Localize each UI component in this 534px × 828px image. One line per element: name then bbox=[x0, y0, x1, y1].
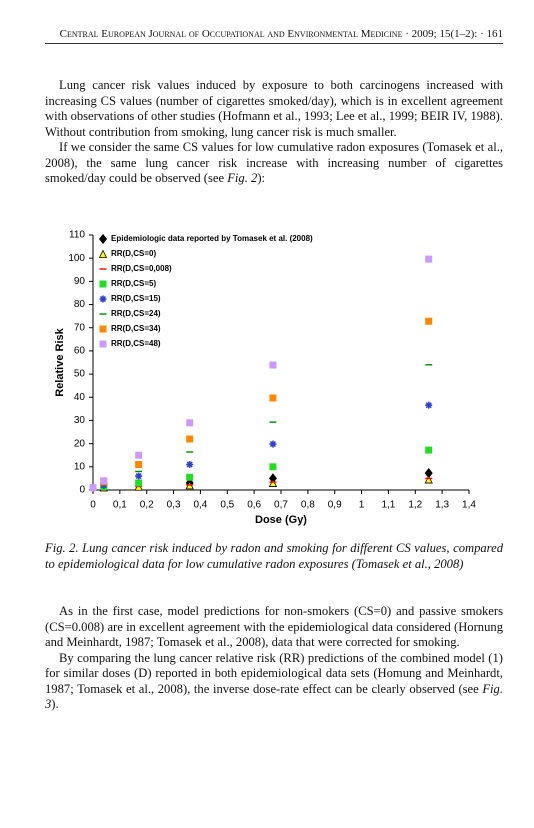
data-point bbox=[135, 479, 143, 487]
paragraph: Lung cancer risk values induced by expos… bbox=[45, 78, 503, 140]
data-point bbox=[425, 401, 433, 409]
data-point bbox=[425, 446, 433, 454]
data-point bbox=[89, 484, 97, 492]
data-point bbox=[268, 478, 278, 487]
legend-symbol bbox=[99, 295, 107, 303]
legend-label: Epidemiologic data reported by Tomasek e… bbox=[111, 234, 313, 243]
y-tick-label: 80 bbox=[74, 299, 86, 310]
data-point bbox=[269, 463, 277, 471]
body-text: Lung cancer risk values induced by expos… bbox=[45, 78, 503, 187]
y-tick-label: 40 bbox=[74, 392, 86, 403]
data-point bbox=[135, 470, 143, 473]
legend-label: RR(D,CS=24) bbox=[111, 309, 161, 318]
x-tick-label: 1,1 bbox=[381, 500, 395, 511]
y-axis-label: Relative Risk bbox=[54, 327, 66, 396]
data-point bbox=[186, 419, 194, 427]
y-tick-label: 90 bbox=[74, 276, 86, 287]
text-run: If we consider the same CS values for lo… bbox=[45, 140, 503, 185]
x-tick-label: 0,4 bbox=[193, 500, 207, 511]
y-tick-label: 110 bbox=[69, 230, 85, 241]
legend-label: RR(D,CS=48) bbox=[111, 339, 161, 348]
legend-symbol bbox=[99, 280, 107, 288]
paragraph: As in the first case, model predictions … bbox=[45, 604, 503, 651]
text-run: As in the first case, model predictions … bbox=[45, 604, 503, 649]
y-tick-label: 30 bbox=[74, 415, 86, 426]
x-tick-label: 1,3 bbox=[435, 500, 449, 511]
body-text: As in the first case, model predictions … bbox=[45, 604, 503, 713]
y-tick-label: 10 bbox=[74, 461, 86, 472]
data-point bbox=[186, 451, 194, 453]
data-point bbox=[424, 475, 433, 484]
legend-label: RR(D,CS=0,008) bbox=[111, 264, 172, 273]
y-tick-label: 50 bbox=[74, 369, 86, 380]
legend-label: RR(D,CS=5) bbox=[111, 279, 156, 288]
y-tick-label: 60 bbox=[74, 346, 86, 357]
legend-symbol bbox=[98, 233, 108, 245]
text-run: ). bbox=[51, 697, 59, 711]
data-point bbox=[135, 472, 143, 480]
y-tick-label: 20 bbox=[74, 438, 86, 449]
legend-label: RR(D,CS=34) bbox=[111, 324, 161, 333]
x-tick-label: 1 bbox=[359, 500, 365, 511]
legend-symbol bbox=[99, 268, 107, 270]
text-run: ): bbox=[257, 171, 266, 185]
x-tick-label: 0 bbox=[90, 500, 96, 511]
legend-symbol bbox=[99, 313, 107, 315]
figure-caption: Fig. 2. Lung cancer risk induced by rado… bbox=[45, 541, 503, 571]
x-tick-label: 1,4 bbox=[462, 500, 476, 511]
x-tick-label: 0,3 bbox=[167, 500, 181, 511]
data-point bbox=[425, 317, 433, 325]
legend-label: RR(D,CS=0) bbox=[111, 249, 156, 258]
data-point bbox=[269, 361, 277, 369]
data-point bbox=[269, 481, 277, 483]
data-point bbox=[269, 394, 277, 402]
x-tick-label: 0,9 bbox=[328, 500, 342, 511]
y-tick-label: 0 bbox=[79, 485, 85, 496]
data-point bbox=[100, 477, 108, 485]
x-tick-label: 0,6 bbox=[247, 500, 261, 511]
legend-symbol bbox=[98, 249, 108, 258]
x-tick-label: 0,2 bbox=[140, 500, 154, 511]
paragraph: If we consider the same CS values for lo… bbox=[45, 140, 503, 187]
chart: 0 10 20 30 40 50 60 70 80 90 100 110 0 0,1 0,2 0,3 0,4 0,… bbox=[54, 230, 476, 526]
x-axis-label: Dose (Gy) bbox=[255, 514, 307, 526]
data-point bbox=[269, 440, 277, 448]
x-tick-label: 1,2 bbox=[408, 500, 422, 511]
figure-ref: Fig. 3 bbox=[45, 681, 503, 712]
figure-ref: Fig. 2 bbox=[227, 171, 258, 185]
data-point bbox=[186, 435, 194, 443]
data-point bbox=[135, 451, 143, 459]
x-tick-label: 0,1 bbox=[113, 500, 127, 511]
x-tick-label: 0,7 bbox=[274, 500, 288, 511]
data-point bbox=[425, 364, 433, 366]
data-point bbox=[186, 473, 194, 481]
x-tick-label: 0,8 bbox=[301, 500, 315, 511]
legend-label: RR(D,CS=15) bbox=[111, 294, 161, 303]
data-point bbox=[186, 484, 194, 486]
text-run: Lung cancer risk values induced by expos… bbox=[45, 78, 503, 139]
paragraph: By comparing the lung cancer relative ri… bbox=[45, 651, 503, 713]
y-tick-label: 70 bbox=[74, 322, 86, 333]
text-run: By comparing the lung cancer relative ri… bbox=[45, 650, 503, 696]
y-tick-label: 100 bbox=[68, 253, 85, 264]
data-point bbox=[425, 255, 433, 263]
x-tick-label: 0,5 bbox=[220, 500, 234, 511]
legend-symbol bbox=[99, 325, 107, 333]
data-point bbox=[186, 461, 194, 468]
data-point bbox=[425, 477, 433, 480]
data-point bbox=[269, 421, 277, 423]
legend-symbol bbox=[99, 340, 107, 348]
data-point bbox=[135, 461, 143, 468]
running-header: Central European Journal of Occupational… bbox=[45, 28, 503, 44]
